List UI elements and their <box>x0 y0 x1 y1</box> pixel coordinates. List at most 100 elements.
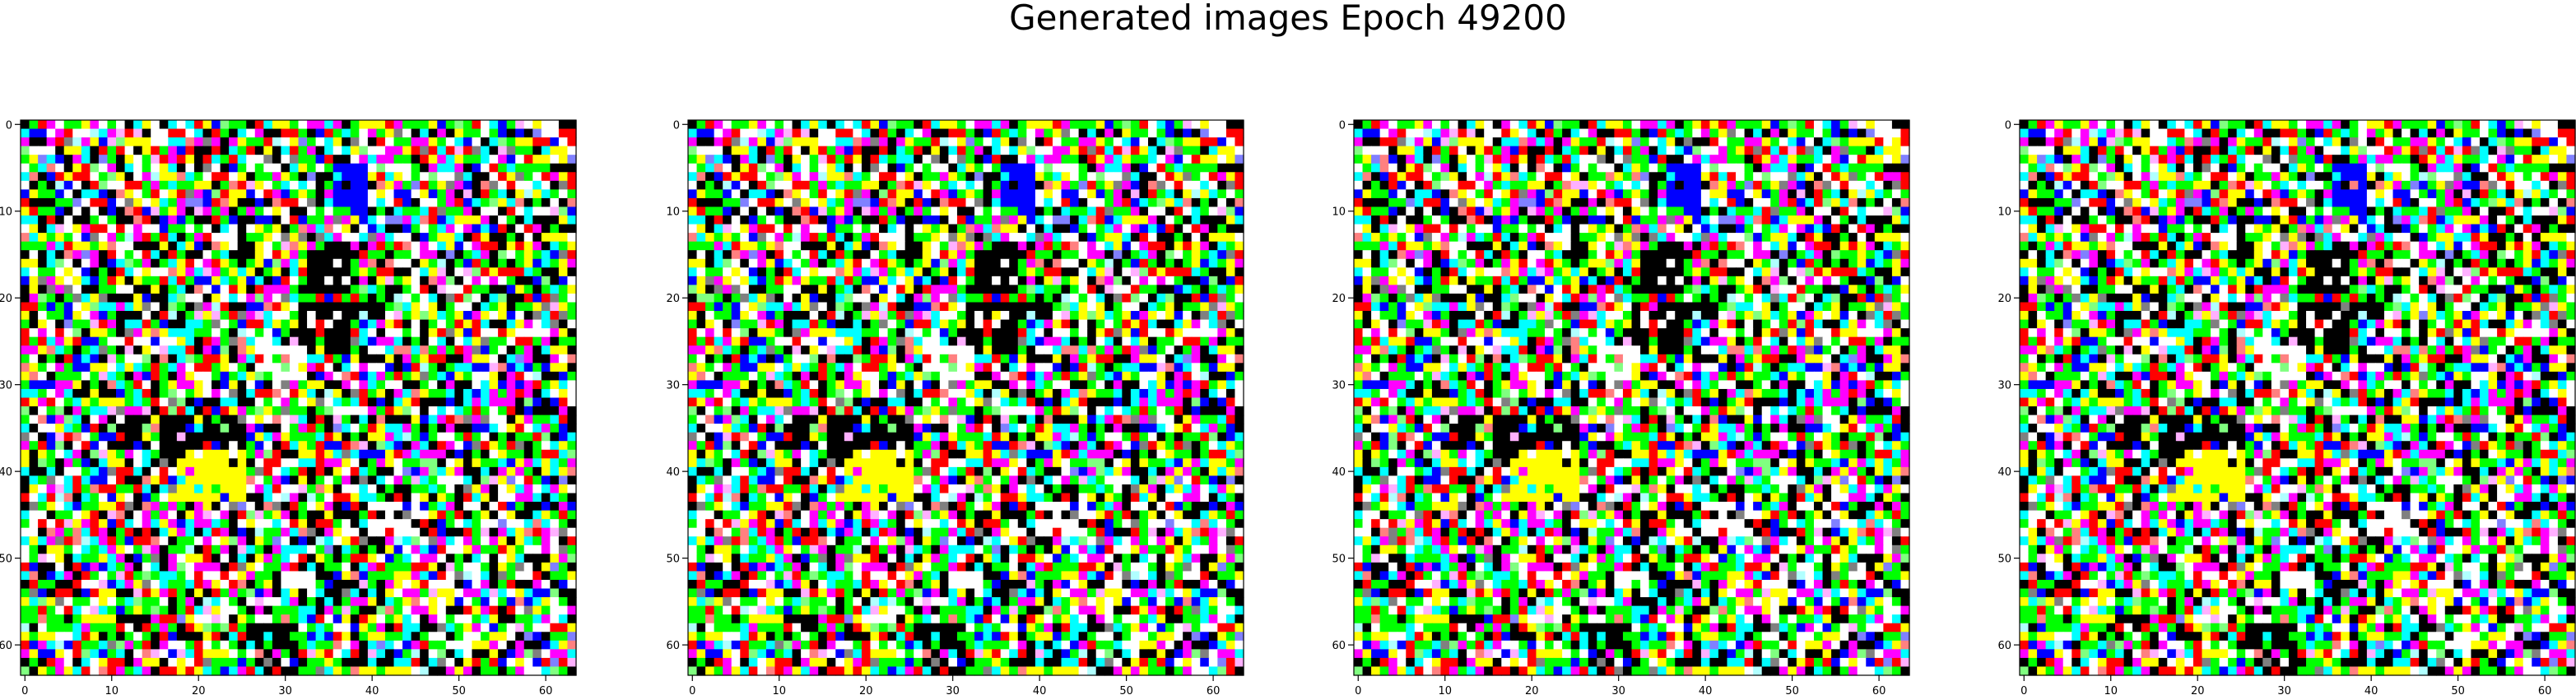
pixel-cell <box>835 180 845 190</box>
pixel-cell <box>887 146 897 155</box>
pixel-cell <box>246 441 256 451</box>
pixel-cell <box>46 510 56 520</box>
pixel-cell <box>844 172 853 182</box>
pixel-cell <box>1078 206 1088 216</box>
pixel-cell <box>818 172 828 182</box>
pixel-cell <box>350 475 360 485</box>
pixel-cell <box>21 388 30 399</box>
pixel-cell <box>98 241 109 251</box>
pixel-cell <box>1035 215 1045 225</box>
pixel-cell <box>212 484 221 494</box>
pixel-cell <box>818 128 828 138</box>
pixel-cell <box>168 415 178 424</box>
pixel-cell <box>168 510 178 520</box>
pixel-cell <box>887 215 897 225</box>
pixel-cell <box>289 120 300 130</box>
pixel-cell <box>107 241 117 251</box>
pixel-cell <box>29 163 39 173</box>
pixel-cell <box>272 250 282 260</box>
pixel-cell <box>463 172 473 182</box>
pixel-cell <box>359 519 369 529</box>
pixel-cell <box>168 336 178 346</box>
pixel-cell <box>445 527 455 537</box>
pixel-cell <box>168 397 178 407</box>
pixel-cell <box>133 544 143 554</box>
pixel-cell <box>193 258 204 268</box>
pixel-cell <box>1061 128 1071 138</box>
pixel-cell <box>151 397 160 407</box>
pixel-cell <box>21 502 30 512</box>
pixel-cell <box>1000 215 1010 225</box>
pixel-cell <box>90 137 100 147</box>
pixel-cell <box>896 155 906 164</box>
pixel-cell <box>229 640 239 650</box>
pixel-cell <box>558 293 569 303</box>
pixel-cell <box>1044 224 1053 234</box>
pixel-cell <box>193 250 204 260</box>
pixel-cell <box>229 302 239 312</box>
pixel-cell <box>506 267 516 277</box>
pixel-cell <box>90 657 100 668</box>
pixel-cell <box>454 224 464 234</box>
pixel-cell <box>1017 163 1027 173</box>
pixel-cell <box>550 527 560 537</box>
pixel-cell <box>254 354 264 364</box>
pixel-cell <box>472 155 481 164</box>
pixel-cell <box>506 215 516 225</box>
pixel-cell <box>220 267 230 277</box>
pixel-cell <box>393 406 403 416</box>
pixel-cell <box>1044 180 1053 190</box>
pixel-cell <box>1035 180 1045 190</box>
pixel-cell <box>263 657 273 668</box>
pixel-cell <box>315 128 325 138</box>
pixel-cell <box>55 424 65 433</box>
pixel-cell <box>402 363 412 373</box>
pixel-cell <box>445 197 455 208</box>
pixel-cell <box>393 588 403 598</box>
pixel-cell <box>21 380 30 390</box>
pixel-cell <box>272 432 282 442</box>
pixel-cell <box>202 267 212 277</box>
pixel-cell <box>55 554 65 563</box>
pixel-cell <box>472 614 481 624</box>
pixel-cell <box>272 649 282 659</box>
pixel-cell <box>748 215 758 225</box>
pixel-cell <box>133 128 143 138</box>
pixel-cell <box>46 466 56 477</box>
pixel-cell <box>272 502 282 512</box>
pixel-cell <box>289 415 300 424</box>
pixel-cell <box>21 250 30 260</box>
pixel-cell <box>939 155 950 164</box>
pixel-cell <box>272 441 282 451</box>
pixel-cell <box>263 215 273 225</box>
pixel-cell <box>541 597 551 607</box>
pixel-cell <box>393 250 403 260</box>
pixel-cell <box>472 319 481 329</box>
pixel-cell <box>835 137 845 147</box>
pixel-cell <box>342 180 351 190</box>
pixel-cell <box>350 657 360 668</box>
pixel-cell <box>956 120 967 130</box>
pixel-cell <box>133 536 143 546</box>
pixel-cell <box>307 649 317 659</box>
pixel-cell <box>376 285 386 294</box>
pixel-cell <box>315 267 325 277</box>
pixel-cell <box>696 172 706 182</box>
pixel-cell <box>342 336 351 346</box>
pixel-cell <box>133 458 143 468</box>
pixel-cell <box>342 311 351 321</box>
pixel-cell <box>411 544 421 554</box>
pixel-cell <box>332 276 342 285</box>
pixel-cell <box>332 632 342 642</box>
pixel-cell <box>835 172 845 182</box>
pixel-cell <box>1000 137 1010 147</box>
pixel-cell <box>272 666 282 676</box>
pixel-cell <box>315 380 325 390</box>
pixel-cell <box>38 449 48 459</box>
pixel-cell <box>541 614 551 624</box>
pixel-cell <box>193 146 204 155</box>
pixel-cell <box>472 311 481 321</box>
pixel-cell <box>402 466 412 477</box>
pixel-cell <box>783 146 793 155</box>
pixel-cell <box>532 571 542 581</box>
